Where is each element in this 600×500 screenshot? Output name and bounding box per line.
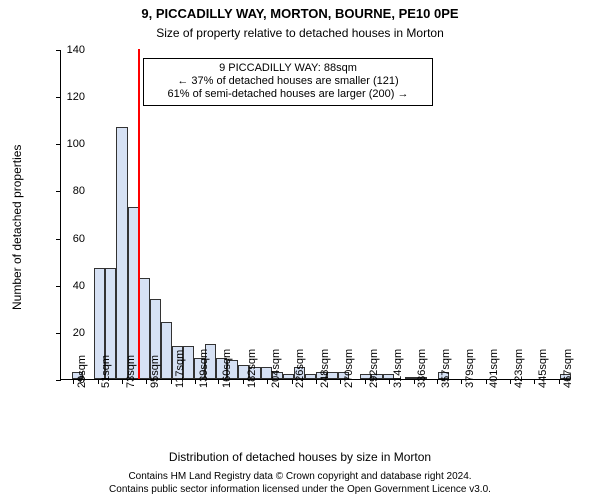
x-tick [340,379,341,384]
x-tick-label: 401sqm [488,349,500,388]
y-tick-label: 20 [73,327,85,339]
y-tick [56,333,61,334]
y-tick [56,50,61,51]
y-tick [56,239,61,240]
x-tick [486,379,487,384]
x-tick [559,379,560,384]
x-tick [146,379,147,384]
y-tick-label: 140 [67,44,85,56]
y-tick-label: 80 [73,185,85,197]
y-tick [56,191,61,192]
x-tick-label: 314sqm [392,349,404,388]
x-tick [267,379,268,384]
x-tick-label: 423sqm [513,349,525,388]
x-tick-label: 204sqm [270,349,282,388]
x-tick [171,379,172,384]
x-tick-label: 73sqm [125,355,137,388]
x-tick-label: 160sqm [221,349,233,388]
histogram-bar [161,322,172,379]
y-tick [56,286,61,287]
histogram-bar [405,377,416,379]
x-tick-label: 445sqm [537,349,549,388]
annotation-box: 9 PICCADILLY WAY: 88sqm← 37% of detached… [143,58,433,106]
x-tick [292,379,293,384]
y-axis-label: Number of detached properties [10,145,24,310]
x-tick-label: 29sqm [76,355,88,388]
x-axis-label: Distribution of detached houses by size … [0,450,600,464]
annotation-line: ← 37% of detached houses are smaller (12… [150,75,426,88]
x-tick [316,379,317,384]
x-tick [122,379,123,384]
x-tick-label: 467sqm [562,349,574,388]
x-tick [437,379,438,384]
x-tick [389,379,390,384]
x-tick-label: 182sqm [246,349,258,388]
x-tick [218,379,219,384]
y-tick-label: 60 [73,233,85,245]
annotation-line: 9 PICCADILLY WAY: 88sqm [150,62,426,75]
footer-attribution: Contains HM Land Registry data © Crown c… [0,471,600,496]
x-tick [98,379,99,384]
x-tick-label: 139sqm [198,349,210,388]
x-tick [414,379,415,384]
chart-title-line2: Size of property relative to detached ho… [0,26,600,40]
footer-line2: Contains public sector information licen… [0,484,600,497]
x-tick [195,379,196,384]
histogram-bar [139,278,150,379]
subject-marker-line [138,49,140,379]
x-tick [534,379,535,384]
chart-title-line1: 9, PICCADILLY WAY, MORTON, BOURNE, PE10 … [0,6,600,21]
plot-area: 9 PICCADILLY WAY: 88sqm← 37% of detached… [60,50,570,380]
footer-line1: Contains HM Land Registry data © Crown c… [0,471,600,484]
x-tick [73,379,74,384]
x-tick-label: 336sqm [416,349,428,388]
y-tick [56,144,61,145]
x-tick-label: 292sqm [368,349,380,388]
x-tick-label: 379sqm [464,349,476,388]
x-tick [365,379,366,384]
x-tick-label: 270sqm [343,349,355,388]
x-tick [243,379,244,384]
y-tick [56,97,61,98]
x-tick-label: 226sqm [294,349,306,388]
y-tick-label: 120 [67,91,85,103]
x-tick-label: 357sqm [440,349,452,388]
chart-container: 9, PICCADILLY WAY, MORTON, BOURNE, PE10 … [0,0,600,500]
histogram-bar [116,127,127,379]
histogram-bar [305,374,316,379]
x-tick-label: 248sqm [319,349,331,388]
x-tick [510,379,511,384]
x-tick [461,379,462,384]
x-tick-label: 51sqm [100,355,112,388]
y-tick-label: 40 [73,280,85,292]
x-tick-label: 95sqm [149,355,161,388]
x-tick-label: 117sqm [174,350,186,388]
histogram-bar [283,374,294,379]
y-tick [56,380,61,381]
annotation-line: 61% of semi-detached houses are larger (… [150,88,426,101]
y-tick-label: 100 [67,138,85,150]
